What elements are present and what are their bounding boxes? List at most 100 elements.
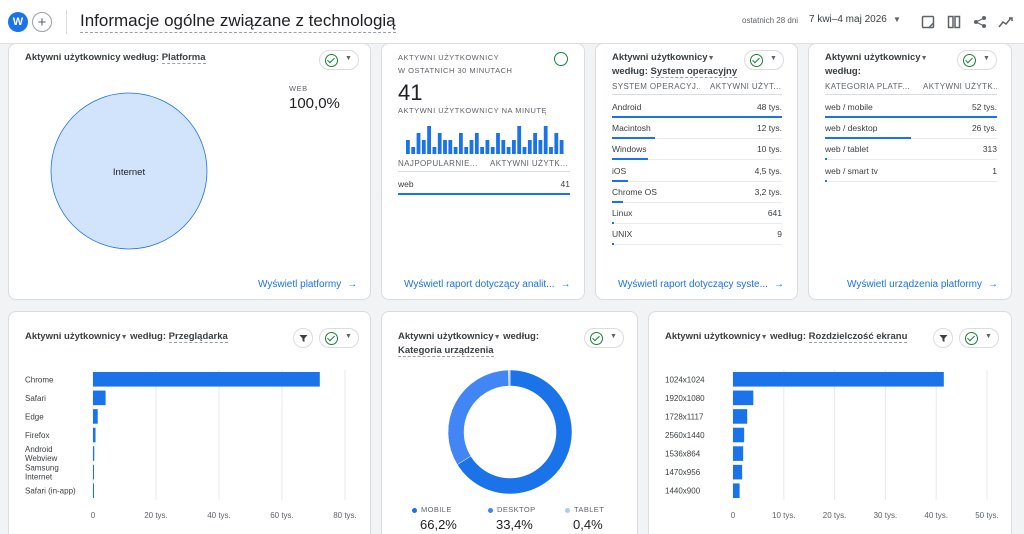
column-header[interactable]: NAJPOPULARNIE... <box>398 159 478 168</box>
table-row[interactable]: Android 48 tys. <box>612 97 782 118</box>
minute-bar[interactable] <box>437 133 442 154</box>
bar[interactable] <box>733 483 740 498</box>
dimension-selector[interactable]: Platforma <box>161 52 206 64</box>
minute-bar[interactable] <box>416 133 421 154</box>
date-range-dropdown-icon[interactable]: ▼ <box>893 15 901 24</box>
date-range-label[interactable]: ostatnich 28 dni <box>742 16 799 25</box>
dimension-selector[interactable]: Rozdzielczość ekranu <box>808 331 908 343</box>
metric-selector[interactable]: Aktywni użytkownicy <box>612 52 708 63</box>
table-row[interactable]: UNIX 9 <box>612 224 782 246</box>
view-platforms-link[interactable]: Wyświetl platformy → <box>258 279 358 290</box>
comparison-pill[interactable]: ▼ <box>319 50 359 70</box>
filter-button[interactable] <box>293 328 313 348</box>
minute-bar[interactable] <box>527 140 532 154</box>
insights-icon[interactable] <box>996 12 1016 32</box>
bar[interactable] <box>733 409 748 424</box>
column-header[interactable]: SYSTEM OPERACYJ... <box>612 82 700 91</box>
minute-bar[interactable] <box>538 140 543 154</box>
table-row[interactable]: Linux 641 <box>612 203 782 224</box>
column-header[interactable]: KATEGORIA PLATF... <box>825 82 911 91</box>
minute-bar[interactable] <box>543 126 548 154</box>
chevron-down-icon[interactable]: ▼ <box>120 334 128 341</box>
column-header[interactable]: AKTYWNI UŻYTK... <box>490 159 568 168</box>
donut-slice[interactable] <box>508 369 511 387</box>
bar[interactable] <box>93 427 96 443</box>
metric-selector[interactable]: Aktywni użytkownicy <box>398 331 494 342</box>
view-realtime-report-link[interactable]: Wyświetl raport dotyczący analit... → <box>404 279 571 290</box>
donut-slice[interactable] <box>456 369 573 495</box>
property-badge[interactable]: W <box>8 12 28 32</box>
bar[interactable] <box>93 483 94 498</box>
bar[interactable] <box>93 446 95 461</box>
table-row[interactable]: web / desktop 26 tys. <box>825 118 997 140</box>
bar[interactable] <box>733 372 944 387</box>
minute-bar[interactable] <box>522 147 527 154</box>
bar[interactable] <box>93 390 106 406</box>
bar[interactable] <box>733 464 743 480</box>
table-row[interactable]: web 41 <box>398 174 570 195</box>
minute-bar[interactable] <box>432 147 437 154</box>
check-circle-icon[interactable] <box>554 52 568 66</box>
column-header[interactable]: AKTYWNI UŻYTK... <box>923 82 997 91</box>
minute-bar[interactable] <box>406 140 410 154</box>
table-row[interactable]: web / tablet 313 <box>825 139 997 161</box>
comparison-pill[interactable]: ▼ <box>584 328 624 348</box>
minute-bar[interactable] <box>411 147 416 154</box>
minute-bar[interactable] <box>501 140 506 154</box>
comparison-pill[interactable]: ▼ <box>957 50 997 70</box>
minute-bar[interactable] <box>490 147 495 154</box>
minute-bar[interactable] <box>512 140 516 154</box>
comparison-pill[interactable]: ▼ <box>319 328 359 348</box>
minute-bar[interactable] <box>421 140 426 154</box>
minute-bar[interactable] <box>480 147 484 154</box>
minute-bar[interactable] <box>469 140 474 154</box>
dimension-selector[interactable]: System operacyjny <box>650 66 738 78</box>
minute-bar[interactable] <box>427 126 431 154</box>
minute-bar[interactable] <box>506 147 511 154</box>
add-comparison-button[interactable]: + <box>32 12 52 32</box>
metric-selector[interactable]: Aktywni użytkownicy <box>25 331 121 342</box>
bar[interactable] <box>733 427 745 443</box>
chevron-down-icon[interactable]: ▼ <box>707 55 715 62</box>
minute-bar[interactable] <box>459 133 463 154</box>
bar[interactable] <box>733 446 744 461</box>
chevron-down-icon[interactable]: ▼ <box>493 334 501 341</box>
comparison-pill[interactable]: ▼ <box>744 50 784 70</box>
chevron-down-icon[interactable]: ▼ <box>760 334 768 341</box>
table-row[interactable]: web / mobile 52 tys. <box>825 97 997 118</box>
columns-icon[interactable] <box>944 12 964 32</box>
dimension-selector[interactable]: Przeglądarka <box>168 331 228 343</box>
bar[interactable] <box>93 409 98 424</box>
table-row[interactable]: Macintosh 12 tys. <box>612 118 782 140</box>
metric-selector[interactable]: Aktywni użytkownicy <box>825 52 921 63</box>
pie-slice-internet[interactable] <box>50 92 208 250</box>
minute-bar[interactable] <box>474 133 479 154</box>
minute-bar[interactable] <box>453 147 458 154</box>
minute-bar[interactable] <box>496 133 500 154</box>
date-range-value[interactable]: 7 kwi–4 maj 2026 <box>809 14 887 25</box>
chevron-down-icon[interactable]: ▼ <box>920 55 928 62</box>
bar[interactable] <box>93 464 94 480</box>
donut-slice[interactable] <box>447 369 510 465</box>
minute-bar[interactable] <box>533 133 537 154</box>
table-row[interactable]: web / smart tv 1 <box>825 161 997 182</box>
minute-bar[interactable] <box>554 133 559 154</box>
column-header[interactable]: AKTYWNI UŻYT... <box>710 82 782 91</box>
view-os-report-link[interactable]: Wyświetl raport dotyczący syste... → <box>618 279 784 290</box>
table-row[interactable]: Windows 10 tys. <box>612 139 782 161</box>
minute-bar[interactable] <box>448 140 453 154</box>
metric-selector[interactable]: Aktywni użytkownicy <box>665 331 761 342</box>
bar[interactable] <box>733 390 754 406</box>
share-icon[interactable] <box>970 12 990 32</box>
minute-bar[interactable] <box>549 147 553 154</box>
compare-icon[interactable] <box>918 12 938 32</box>
minute-bar[interactable] <box>464 147 469 154</box>
minute-bar[interactable] <box>485 140 490 154</box>
comparison-pill[interactable]: ▼ <box>959 328 999 348</box>
table-row[interactable]: Chrome OS 3,2 tys. <box>612 182 782 203</box>
minute-bar[interactable] <box>443 140 447 154</box>
dimension-selector[interactable]: Kategoria urządzenia <box>398 345 494 357</box>
filter-button[interactable] <box>933 328 953 348</box>
table-row[interactable]: iOS 4,5 tys. <box>612 161 782 182</box>
minute-bar[interactable] <box>517 126 522 154</box>
